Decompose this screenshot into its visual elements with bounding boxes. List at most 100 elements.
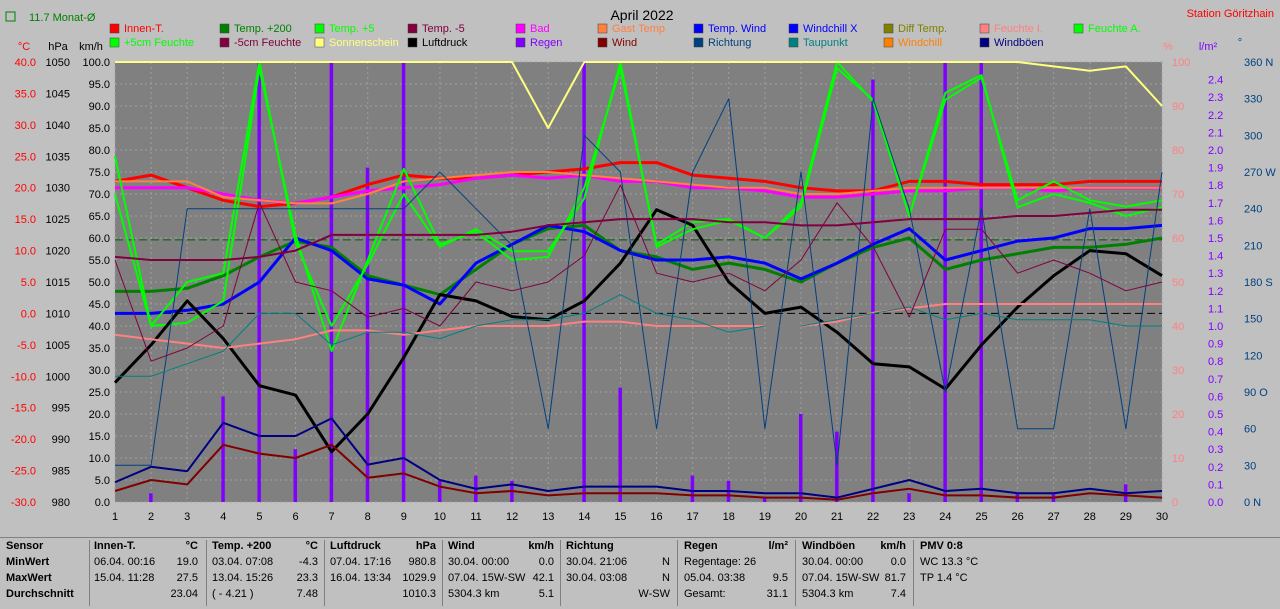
stats-temp200-avg-note: ( - 4.21 ) [212, 588, 254, 600]
stats-richtung-title: Richtung [566, 540, 614, 552]
y-tick-hpa: 1010 [46, 308, 70, 320]
y-tick-hpa: 1040 [46, 120, 70, 132]
y-tick-percent: 90 [1172, 101, 1184, 113]
stats-richtung-max-time: 30.04. 03:08 [566, 572, 628, 584]
rain-bar [618, 387, 622, 502]
y-tick-deg: 0 N [1244, 497, 1261, 509]
y-tick-kmh: 40.0 [89, 321, 110, 333]
axis-unit-kmh: km/h [79, 41, 103, 53]
y-tick-deg: 180 S [1244, 277, 1273, 289]
stats-innen-min-value: 19.0 [176, 556, 198, 568]
legend-item: Temp. +5 [329, 23, 375, 35]
stats-richtung-min-time: 30.04. 21:06 [566, 556, 628, 568]
series-line [114, 303, 1162, 349]
y-tick-hpa: 1035 [46, 151, 70, 163]
stats-temp200-unit: °C [305, 540, 318, 552]
legend-item: Feuchte I. [994, 23, 1043, 35]
axis-unit-deg: ° [1238, 37, 1242, 49]
y-tick-percent: 60 [1172, 233, 1184, 245]
rain-bar [401, 62, 406, 502]
y-tick-hpa: 985 [52, 466, 70, 478]
y-tick-hpa: 1015 [46, 277, 70, 289]
x-tick-label: 10 [434, 511, 446, 523]
x-tick-label: 16 [650, 511, 662, 523]
x-tick-label: 23 [903, 511, 915, 523]
y-tick-rain: 0.8 [1208, 356, 1223, 368]
legend-swatch [407, 37, 418, 48]
stats-luftdruck-title: Luftdruck [330, 540, 381, 552]
stats-regen-col: Regen l/m² Regentage: 26 05.04. 03:38 9.5 … [684, 538, 792, 609]
y-tick-deg: 30 [1244, 460, 1256, 472]
stats-pmv-title: PMV 0:8 [920, 540, 963, 552]
y-tick-deg: 90 O [1244, 387, 1268, 399]
legend-item: Gast Temp [612, 23, 665, 35]
stats-temp200-title: Temp. +200 [212, 540, 272, 552]
rain-bar [835, 431, 839, 502]
rain-bar [871, 79, 875, 502]
y-tick-deg: 210 [1244, 240, 1262, 252]
y-tick-hpa: 1005 [46, 340, 70, 352]
legend-swatch [109, 23, 120, 34]
y-tick-kmh: 85.0 [89, 123, 110, 135]
legend-item: +5cm Feuchte [124, 37, 194, 49]
rain-bar [149, 493, 153, 502]
rain-bar [437, 480, 442, 502]
y-tick-temp: 40.0 [15, 57, 36, 69]
legend-swatch [314, 37, 325, 48]
x-tick-label: 22 [867, 511, 879, 523]
plot-background [115, 62, 1162, 502]
stats-regen-unit: l/m² [768, 540, 788, 552]
y-tick-kmh: 100.0 [82, 57, 110, 69]
series-line [114, 208, 1162, 261]
y-tick-kmh: 60.0 [89, 233, 110, 245]
y-tick-rain: 1.7 [1208, 198, 1223, 210]
series-line [114, 61, 1163, 327]
legend-swatch [693, 37, 704, 48]
stats-pmv-taupunkt: TP 1.4 °C [920, 572, 968, 584]
stats-luftdruck-max-value: 1029.9 [402, 572, 436, 584]
legend-item: Windchill [898, 37, 942, 49]
y-tick-kmh: 15.0 [89, 431, 110, 443]
x-tick-label: 29 [1120, 511, 1132, 523]
y-tick-rain: 0.1 [1208, 479, 1223, 491]
x-tick-label: 18 [723, 511, 735, 523]
stats-regen-max-value: 9.5 [772, 572, 788, 584]
chart-title: April 2022 [610, 7, 673, 23]
legend-item: Temp. +200 [234, 23, 292, 35]
statistics-panel: Sensor MinWert MaxWert Durchschnitt Inne… [0, 537, 1280, 609]
y-tick-rain: 1.1 [1208, 303, 1223, 315]
y-tick-hpa: 980 [52, 497, 70, 509]
series-line [115, 61, 1163, 129]
x-tick-label: 14 [578, 511, 590, 523]
y-tick-temp: -20.0 [11, 434, 36, 446]
stats-windboen-col: Windböen km/h 30.04. 00:00 0.0 07.04. 15W-… [802, 538, 910, 609]
y-tick-rain: 0.5 [1208, 409, 1223, 421]
stats-regen-title: Regen [684, 540, 718, 552]
stats-innen-max-value: 27.5 [176, 572, 198, 584]
weather-chart: 1 2 3 4 5 6 7 8 9 10 11 12 13 14 15 16 17 18 19 20 21 22 23 24 2… [5, 7, 1277, 523]
x-tick-label: 11 [470, 511, 481, 523]
x-tick-label: 2 [148, 511, 154, 523]
stats-temp200-max-value: 23.3 [296, 572, 318, 584]
y-tick-kmh: 35.0 [89, 343, 110, 355]
y-tick-temp: -30.0 [11, 497, 36, 509]
y-tick-kmh: 70.0 [89, 189, 110, 201]
legend-swatch [883, 37, 894, 48]
x-tick-label: 25 [975, 511, 987, 523]
legend-swatch [109, 37, 120, 48]
series-line [115, 223, 1163, 315]
y-tick-percent: 100 [1172, 57, 1190, 69]
y-tick-rain: 2.2 [1208, 110, 1223, 122]
legend-item: Feuchte A. [1088, 23, 1141, 35]
x-tick-label: 9 [401, 511, 407, 523]
legend-swatch [407, 23, 418, 34]
y-tick-deg: 120 [1244, 350, 1262, 362]
legend-item: Temp. Wind [708, 23, 766, 35]
y-tick-rain: 0.4 [1208, 427, 1223, 439]
y-tick-temp: 30.0 [15, 120, 36, 132]
stats-luftdruck-avg-value: 1010.3 [402, 588, 436, 600]
y-tick-deg: 330 [1244, 94, 1262, 106]
y-tick-deg: 270 W [1244, 167, 1276, 179]
rain-bar [798, 414, 803, 502]
x-tick-label: 7 [329, 511, 335, 523]
